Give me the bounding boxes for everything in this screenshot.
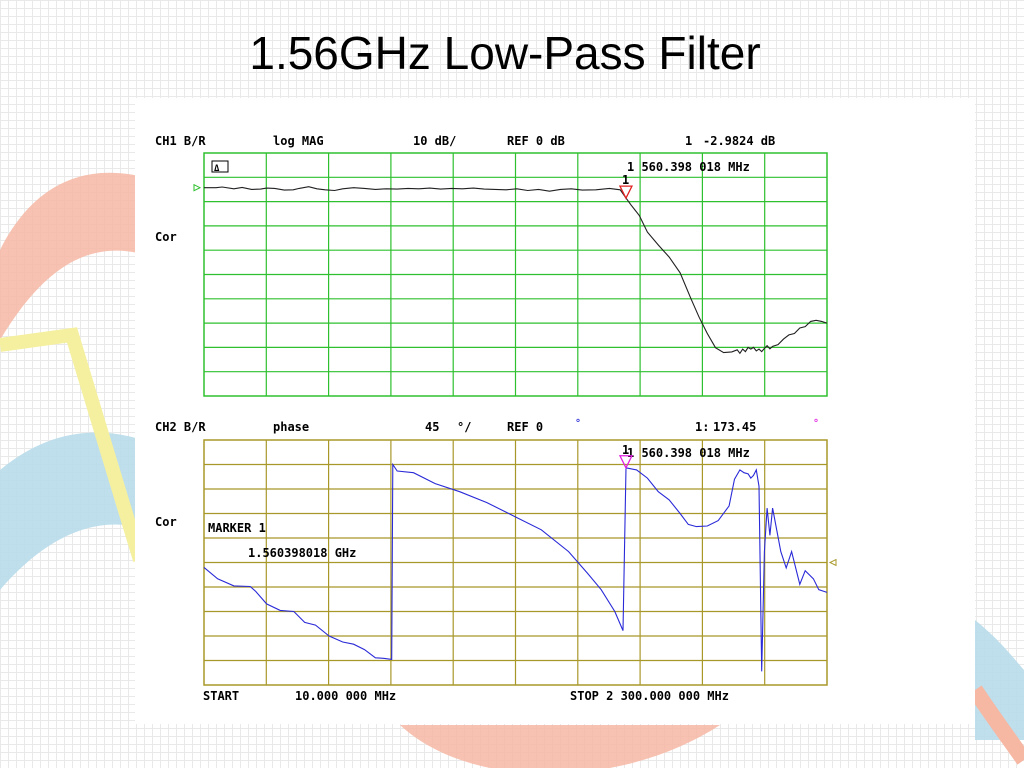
ch1-marker-number: 1 [622,173,629,187]
ch2-format-label: phase [273,420,309,434]
analyzer-screenshot: CH1 B/R log MAG 10 dB/ REF 0 dB 1 -2.982… [135,98,975,724]
start-value: 10.000 000 MHz [295,689,396,703]
salmon-swoosh-bottom [400,725,720,768]
ch2-scale-unit: °/ [457,420,471,434]
ch1-ref-label: REF 0 dB [507,134,565,148]
ch2-marker-triangle [618,455,634,470]
slide-title: 1.56GHz Low-Pass Filter [249,27,761,79]
ch1-format-label: log MAG [273,134,324,148]
ch1-marker-freq: 1 560.398 018 MHz [627,160,750,174]
ch2-series-line [203,462,828,672]
ch2-marker-freq: 1 560.398 018 MHz [627,446,750,460]
ch2-ref-label: REF 0 [507,420,543,434]
ch2-channel-label: CH2 B/R [155,420,206,434]
ch1-grid [203,152,828,397]
yellow-swoosh [0,327,147,563]
start-label: START [203,689,239,703]
ch1-marker-triangle [618,185,634,200]
ch2-marker-info-title: MARKER 1 [208,521,266,535]
ch2-marker-readout-unit: ° [813,418,819,429]
ch1-delta-icon-box [211,160,229,173]
ch1-scale-label: 10 dB/ [413,134,456,148]
ch2-scale-label: 45 [425,420,439,434]
ch2-grid [203,439,828,686]
ch1-delta-icon: Δ [214,164,220,174]
ch1-reference-arrow [193,183,202,192]
ch2-marker-number: 1 [622,443,629,457]
ch1-status-label: Cor [155,230,177,244]
ch2-marker-readout-prefix: 1: [695,420,709,434]
ch1-marker-readout-value: -2.9824 dB [703,134,775,148]
ch1-series-line [204,186,828,355]
stop-label: STOP 2 300.000 000 MHz [570,689,729,703]
ch1-marker-readout-prefix: 1 [685,134,692,148]
ch2-status-label: Cor [155,515,177,529]
ch2-reference-arrow [828,558,837,567]
ch2-ref-unit: ° [575,418,581,429]
network-analyzer-display: CH1 B/R log MAG 10 dB/ REF 0 dB 1 -2.982… [155,134,837,703]
ch1-channel-label: CH1 B/R [155,134,206,148]
ch2-marker-readout-value: 173.45 [713,420,756,434]
salmon-swoosh-right [968,685,1024,765]
ch2-marker-info-value: 1.560398018 GHz [248,546,356,560]
